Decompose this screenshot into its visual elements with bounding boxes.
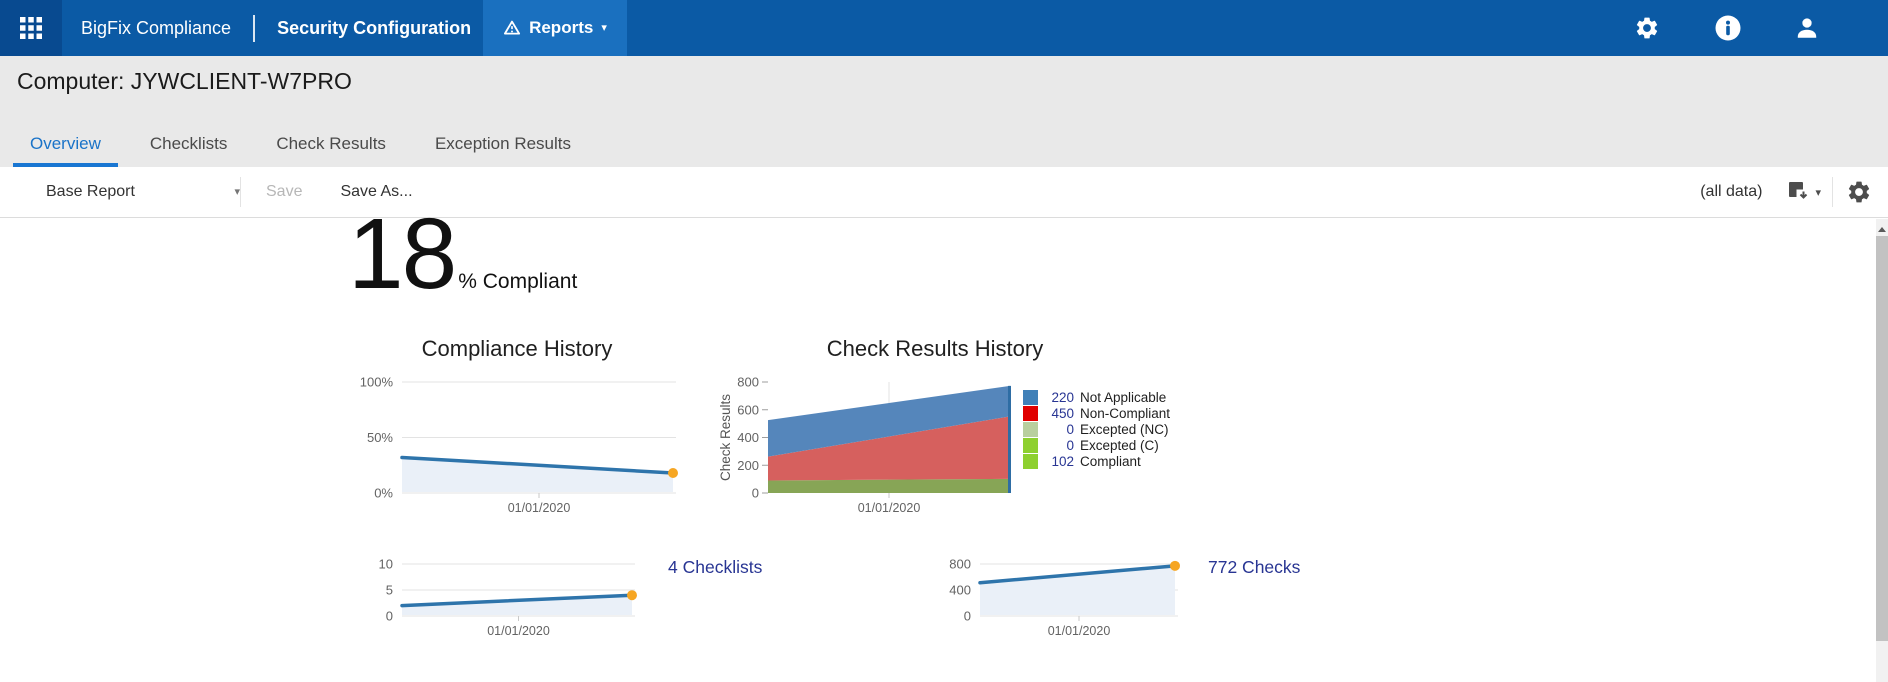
svg-text:0: 0 xyxy=(964,609,971,624)
apps-grid-icon xyxy=(20,17,42,39)
tab-exception-results[interactable]: Exception Results xyxy=(434,134,572,153)
page-title: Computer: JYWCLIENT-W7PRO xyxy=(17,68,352,94)
checklists-trend-chart: 10 5 0 01/01/2020 xyxy=(330,550,710,650)
data-scope-label: (all data) xyxy=(1700,183,1763,200)
check-results-legend: 220 Not Applicable 450 Non-Compliant 0 E… xyxy=(1023,390,1170,470)
checks-trend-chart: 800 400 0 01/01/2020 xyxy=(900,550,1240,650)
export-icon[interactable] xyxy=(1786,179,1812,205)
legend-label: Non-Compliant xyxy=(1080,406,1171,421)
user-icon[interactable] xyxy=(1794,15,1820,41)
chevron-down-icon[interactable]: ▾ xyxy=(1815,186,1821,199)
legend-count: 450 xyxy=(1051,406,1074,421)
scrollbar-thumb[interactable] xyxy=(1876,236,1888,641)
compliance-percent-value: 18 xyxy=(348,198,457,310)
page-header: Computer: JYWCLIENT-W7PRO Overview Check… xyxy=(0,56,1888,167)
svg-text:10: 10 xyxy=(379,557,393,572)
svg-text:01/01/2020: 01/01/2020 xyxy=(508,501,571,515)
product-title[interactable]: BigFix Compliance xyxy=(81,17,232,38)
top-nav-bar: BigFix Compliance Security Configuration… xyxy=(0,0,1888,56)
legend-label: Not Applicable xyxy=(1080,390,1167,405)
legend-row[interactable]: 102 Compliant xyxy=(1023,454,1170,469)
svg-text:600: 600 xyxy=(737,402,759,417)
check-results-history-chart: 800 600 400 200 0 Check Results 01/01/2020 xyxy=(700,330,1040,535)
tab-bar: Overview Checklists Check Results Except… xyxy=(13,134,588,167)
svg-text:800: 800 xyxy=(949,557,971,572)
legend-swatch xyxy=(1023,406,1038,421)
warning-triangle-icon xyxy=(504,20,521,35)
legend-swatch xyxy=(1023,454,1038,469)
module-title[interactable]: Security Configuration xyxy=(277,17,472,38)
legend-label: Compliant xyxy=(1080,454,1141,469)
toolbar-divider xyxy=(1832,177,1833,207)
scroll-up-arrow-icon[interactable] xyxy=(1876,221,1888,235)
svg-text:100%: 100% xyxy=(360,375,394,390)
save-button[interactable]: Save xyxy=(266,183,303,200)
tab-checklists[interactable]: Checklists xyxy=(149,134,228,153)
report-select[interactable]: Base Report ▾ xyxy=(46,183,240,201)
app-launcher-button[interactable] xyxy=(0,0,62,56)
svg-text:01/01/2020: 01/01/2020 xyxy=(487,624,550,638)
svg-text:50%: 50% xyxy=(367,430,393,445)
chevron-down-icon: ▾ xyxy=(234,185,240,198)
svg-text:800: 800 xyxy=(737,375,759,390)
svg-text:400: 400 xyxy=(737,430,759,445)
report-settings-icon[interactable] xyxy=(1846,179,1872,205)
compliance-percent-label: % Compliant xyxy=(458,270,578,293)
check-results-history-title: Check Results History xyxy=(826,336,1044,361)
legend-swatch xyxy=(1023,390,1038,405)
legend-row[interactable]: 0 Excepted (NC) xyxy=(1023,422,1170,437)
legend-swatch xyxy=(1023,438,1038,453)
toolbar-divider xyxy=(240,177,241,207)
settings-icon[interactable] xyxy=(1634,15,1660,41)
save-as-button[interactable]: Save As... xyxy=(340,183,413,200)
legend-label: Excepted (C) xyxy=(1080,438,1159,453)
compliance-history-title: Compliance History xyxy=(421,336,613,361)
legend-label: Excepted (NC) xyxy=(1080,422,1169,437)
compliance-history-chart: 100% 50% 0% 01/01/2020 xyxy=(330,330,710,535)
reports-menu[interactable]: Reports ▾ xyxy=(483,0,627,56)
svg-text:Check Results: Check Results xyxy=(718,394,733,481)
nav-divider xyxy=(253,14,256,42)
legend-count: 102 xyxy=(1051,454,1074,469)
legend-count: 220 xyxy=(1051,390,1074,405)
chevron-down-icon: ▾ xyxy=(601,21,607,34)
legend-swatch xyxy=(1023,422,1038,437)
svg-text:0%: 0% xyxy=(374,486,393,501)
compliance-summary: 18 % Compliant xyxy=(348,198,578,310)
reports-label: Reports xyxy=(529,18,594,37)
svg-text:01/01/2020: 01/01/2020 xyxy=(1048,624,1111,638)
vertical-scrollbar[interactable] xyxy=(1876,219,1888,682)
legend-row[interactable]: 450 Non-Compliant xyxy=(1023,406,1170,421)
svg-text:400: 400 xyxy=(949,583,971,598)
legend-row[interactable]: 0 Excepted (C) xyxy=(1023,438,1170,453)
svg-text:0: 0 xyxy=(386,609,393,624)
info-icon[interactable] xyxy=(1715,15,1741,41)
checks-link[interactable]: 772 Checks xyxy=(1208,557,1301,577)
svg-text:01/01/2020: 01/01/2020 xyxy=(858,501,921,515)
tab-check-results[interactable]: Check Results xyxy=(276,134,386,153)
legend-count: 0 xyxy=(1066,422,1074,437)
legend-row[interactable]: 220 Not Applicable xyxy=(1023,390,1170,405)
svg-text:5: 5 xyxy=(386,583,393,598)
legend-count: 0 xyxy=(1066,438,1074,453)
report-toolbar: Base Report ▾ Save Save As... (all data)… xyxy=(0,167,1888,218)
tab-overview[interactable]: Overview xyxy=(13,134,118,167)
svg-text:0: 0 xyxy=(752,486,759,501)
svg-text:200: 200 xyxy=(737,458,759,473)
checklists-link[interactable]: 4 Checklists xyxy=(668,557,763,577)
report-select-value: Base Report xyxy=(46,183,135,200)
toolbar-right: (all data) ▾ xyxy=(1700,177,1872,207)
